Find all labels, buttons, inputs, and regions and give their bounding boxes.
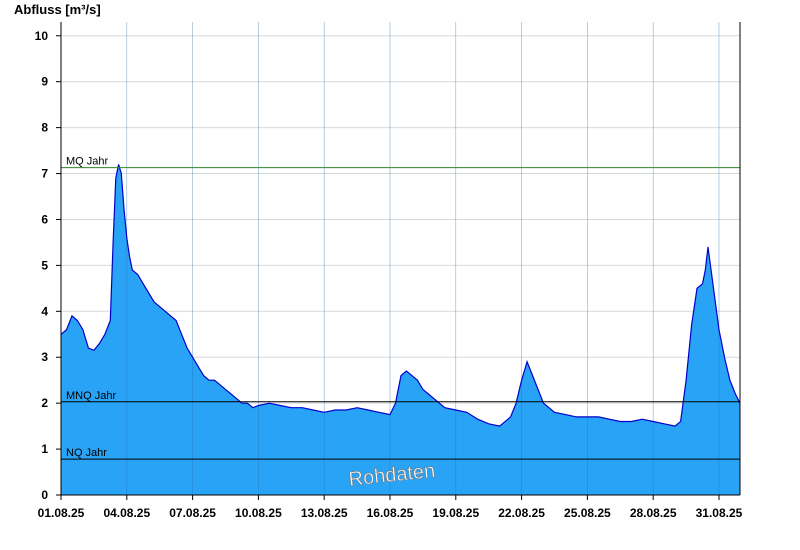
x-tick-label: 28.08.25 — [630, 506, 677, 520]
discharge-line — [60, 164, 741, 427]
y-tick-label: 1 — [41, 442, 48, 456]
x-tick-label: 07.08.25 — [169, 506, 216, 520]
y-tick-label: 6 — [41, 212, 48, 226]
x-tick-label: 13.08.25 — [301, 506, 348, 520]
discharge-area — [60, 22, 741, 495]
y-tick-label: 10 — [35, 29, 49, 43]
y-tick-label: 0 — [41, 488, 48, 502]
y-tick-label: 9 — [41, 75, 48, 89]
reference-line-label: MNQ Jahr — [66, 390, 116, 402]
y-tick-label: 8 — [41, 121, 48, 135]
x-tick-label: 10.08.25 — [235, 506, 282, 520]
y-tick-labels: 0 1 2 3 4 5 6 7 8 9 10 — [35, 29, 61, 502]
y-axis-label: Abfluss [m³/s] — [14, 2, 101, 17]
x-tick-label: 25.08.25 — [564, 506, 611, 520]
y-tick-label: 3 — [41, 350, 48, 364]
x-tick-label: 31.08.25 — [696, 506, 743, 520]
y-tick-label: 7 — [41, 167, 48, 181]
discharge-fill — [61, 164, 740, 495]
x-tick-label: 16.08.25 — [367, 506, 414, 520]
reference-line-label: NQ Jahr — [66, 447, 107, 459]
axes — [60, 22, 741, 496]
x-tick-label: 01.08.25 — [38, 506, 85, 520]
y-tick-label: 4 — [41, 304, 48, 318]
y-tick-label: 5 — [41, 258, 48, 272]
reference-line-label: MQ Jahr — [66, 156, 109, 168]
x-tick-labels: 01.08.25 04.08.25 07.08.25 10.08.25 13.08.25… — [38, 495, 743, 520]
reference-lines: MQ Jahr MNQ Jahr NQ Jahr — [61, 156, 740, 460]
y-tick-label: 2 — [41, 396, 48, 410]
x-tick-label: 04.08.25 — [103, 506, 150, 520]
x-tick-label: 22.08.25 — [498, 506, 545, 520]
x-tick-label: 19.08.25 — [432, 506, 479, 520]
